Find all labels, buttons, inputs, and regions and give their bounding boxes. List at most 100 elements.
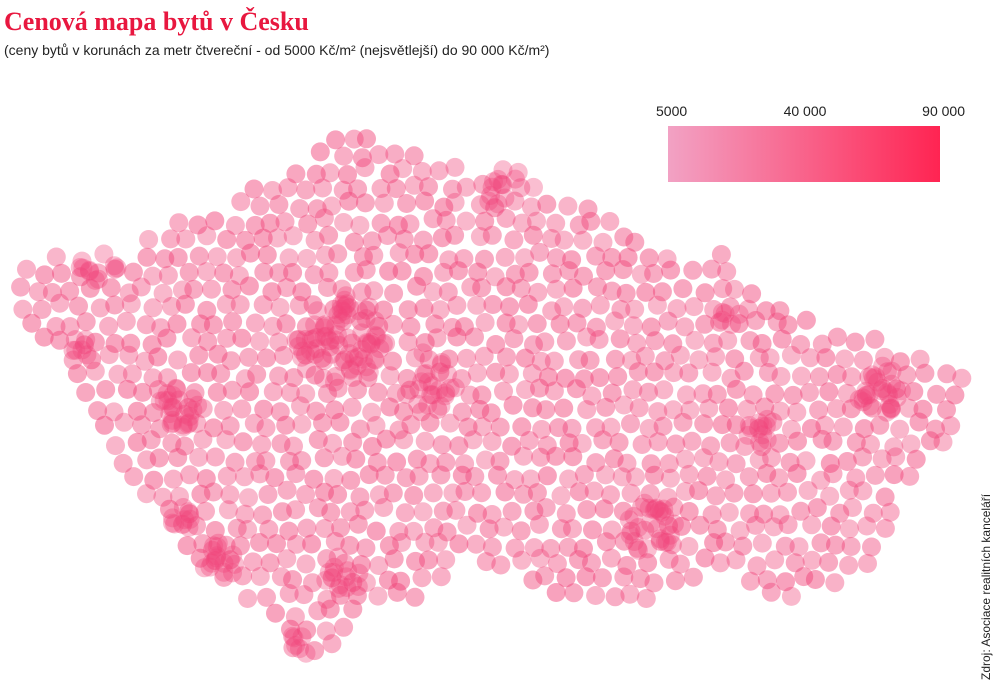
price-dot — [632, 435, 652, 454]
price-dot — [73, 258, 93, 278]
price-dot — [443, 483, 463, 503]
price-dot — [752, 437, 772, 457]
price-dot — [374, 498, 394, 517]
price-dot — [559, 261, 579, 281]
price-dot — [752, 334, 772, 353]
price-dot — [292, 451, 312, 471]
price-dot — [208, 533, 228, 553]
price-dot — [340, 360, 360, 380]
price-dot — [197, 226, 217, 246]
price-dot — [392, 533, 412, 552]
price-dot — [167, 314, 187, 334]
price-dot — [800, 383, 819, 402]
price-dot — [395, 503, 415, 523]
price-dot — [456, 211, 476, 231]
price-dot — [661, 260, 681, 280]
price-dot — [872, 449, 892, 469]
price-dot — [569, 350, 589, 370]
price-dot — [217, 230, 237, 249]
price-dot — [446, 500, 466, 520]
price-dot — [202, 540, 222, 560]
price-dot — [331, 308, 351, 328]
price-dot — [519, 262, 539, 282]
price-dot — [945, 385, 965, 405]
price-dot — [652, 502, 672, 522]
price-dot — [359, 465, 379, 485]
price-dot — [514, 446, 533, 466]
price-dot — [618, 248, 638, 267]
price-dot — [314, 327, 334, 347]
price-dot — [750, 432, 770, 452]
price-dot — [735, 437, 755, 456]
price-dot — [306, 401, 326, 421]
price-dot — [558, 196, 578, 216]
price-dot — [556, 504, 576, 524]
price-dot — [718, 398, 738, 418]
price-dot — [789, 537, 809, 557]
price-dot — [535, 332, 555, 352]
price-dot — [862, 537, 881, 557]
price-dot — [812, 429, 832, 449]
price-dot — [335, 296, 355, 316]
price-dot — [488, 194, 508, 214]
price-dot — [430, 300, 450, 320]
price-dot — [857, 516, 877, 536]
price-dot — [427, 328, 447, 348]
price-dot — [860, 396, 880, 416]
price-dot — [367, 327, 387, 346]
price-dot — [641, 317, 661, 337]
price-dot — [792, 366, 811, 386]
price-dot — [644, 500, 664, 520]
price-dot — [796, 451, 816, 471]
price-dot — [308, 430, 328, 450]
price-dot — [614, 395, 634, 415]
price-dot — [334, 213, 354, 232]
price-dot — [99, 345, 119, 365]
price-dot — [293, 341, 312, 361]
price-dot — [752, 533, 772, 553]
price-dot — [461, 277, 481, 297]
price-dot — [933, 432, 953, 452]
price-dot — [757, 409, 777, 429]
price-dot — [331, 518, 351, 538]
price-dot — [317, 326, 336, 346]
price-dot — [361, 334, 381, 354]
price-dot — [494, 381, 513, 401]
price-dot — [721, 368, 741, 388]
price-dot — [515, 348, 535, 368]
price-dot — [408, 394, 428, 414]
price-dot — [445, 378, 465, 398]
price-dot — [659, 516, 678, 536]
price-dot — [807, 498, 827, 518]
price-dot — [188, 395, 208, 415]
price-dot — [217, 328, 237, 348]
price-dot — [348, 301, 368, 321]
price-dot — [564, 583, 584, 603]
price-dot — [641, 513, 661, 533]
price-dot — [648, 402, 668, 422]
price-dot — [644, 264, 664, 283]
price-dot — [475, 249, 494, 269]
price-dot — [761, 483, 781, 503]
price-dot — [800, 348, 820, 368]
price-dot — [436, 452, 456, 472]
price-dot — [366, 416, 386, 435]
price-dot — [250, 533, 269, 552]
price-dot — [495, 188, 515, 208]
price-dot — [183, 389, 203, 409]
price-dot — [315, 315, 335, 335]
price-dot — [250, 567, 270, 586]
price-dot — [330, 575, 350, 595]
price-dot — [865, 329, 885, 349]
price-dot — [178, 398, 198, 417]
price-dot — [328, 485, 348, 504]
price-dot — [664, 497, 684, 517]
price-dot — [749, 419, 769, 439]
price-dot — [785, 553, 805, 573]
price-dot — [839, 480, 859, 500]
price-dot — [574, 465, 594, 484]
price-dot — [677, 385, 696, 405]
price-dot — [625, 232, 645, 252]
price-dot — [505, 264, 525, 284]
price-dot — [220, 485, 240, 505]
